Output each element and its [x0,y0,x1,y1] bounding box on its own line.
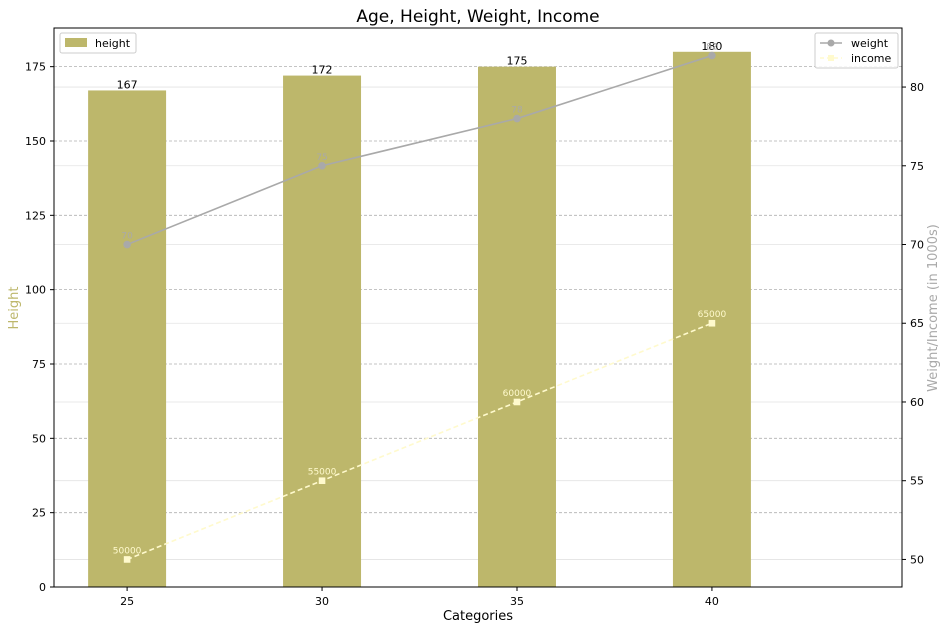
right-tick-label: 70 [910,239,924,252]
weight-point-label: 82 [706,43,717,53]
income-point-label: 55000 [308,468,337,478]
bar-value-label: 172 [312,64,333,77]
left-tick-label: 50 [32,432,46,445]
income-point-label: 65000 [698,310,727,320]
bar-value-label: 175 [506,55,527,68]
right-tick-label: 65 [910,317,924,330]
right-tick-label: 60 [910,396,924,409]
chart-title: Age, Height, Weight, Income [356,7,599,27]
income-point [708,319,716,327]
left-tick-label: 150 [25,135,46,148]
data-labels: 167 172 175 180 70 75 78 82 50000 55000 60000 65000 [113,40,727,557]
legend-right: weight income [814,32,899,69]
left-tick-label: 125 [25,209,46,222]
bar-value-label: 180 [701,40,722,53]
left-y-axis: 0 25 50 75 100 125 150 175 [25,61,54,594]
left-tick-label: 75 [32,358,46,371]
right-y-axis: 50 55 60 65 70 75 80 [902,81,924,566]
series-lines [123,51,716,563]
left-tick-label: 175 [25,61,46,74]
income-point [123,556,131,563]
x-axis-title: Categories [443,609,513,624]
income-point-label: 60000 [503,389,532,399]
left-tick-label: 25 [32,507,46,520]
legend-weight-marker [827,39,835,47]
x-axis: 25 30 35 40 [120,587,719,608]
x-tick-label: 25 [120,595,134,608]
left-tick-label: 100 [25,284,46,297]
income-point-label: 50000 [113,546,142,556]
weight-point-label: 75 [316,153,327,163]
right-tick-label: 75 [910,160,924,173]
weight-point-label: 78 [511,106,523,116]
x-tick-label: 35 [510,595,524,608]
bar [672,51,751,588]
weight-point [708,51,716,60]
x-tick-label: 40 [705,595,719,608]
bar [283,75,362,588]
income-point [513,398,521,406]
right-tick-label: 55 [910,475,924,488]
weight-point-label: 70 [121,232,133,242]
weight-point [123,240,131,249]
weight-line [126,54,713,246]
legend-left: height [59,32,137,54]
bar [88,90,167,587]
left-tick-label: 0 [39,581,46,594]
legend-height-label: height [95,37,131,50]
legend-weight-label: weight [851,37,889,50]
weight-point [513,114,521,123]
x-tick-label: 30 [315,595,329,608]
legend-right-box [814,32,899,69]
income-point [318,477,326,485]
legend-income-label: income [851,52,892,65]
income-line [126,322,713,561]
plot-frame [53,27,903,588]
legend-height-swatch [65,38,87,47]
right-y-axis-title: Weight/Income (in 1000s) [926,224,941,392]
left-y-axis-title: Height [7,287,22,330]
bars [88,51,751,588]
right-tick-label: 80 [910,81,924,94]
weight-point [318,161,326,170]
bar-value-label: 167 [117,78,138,91]
legend-income-marker [828,55,834,61]
bar [478,66,556,588]
right-tick-label: 50 [910,553,924,566]
